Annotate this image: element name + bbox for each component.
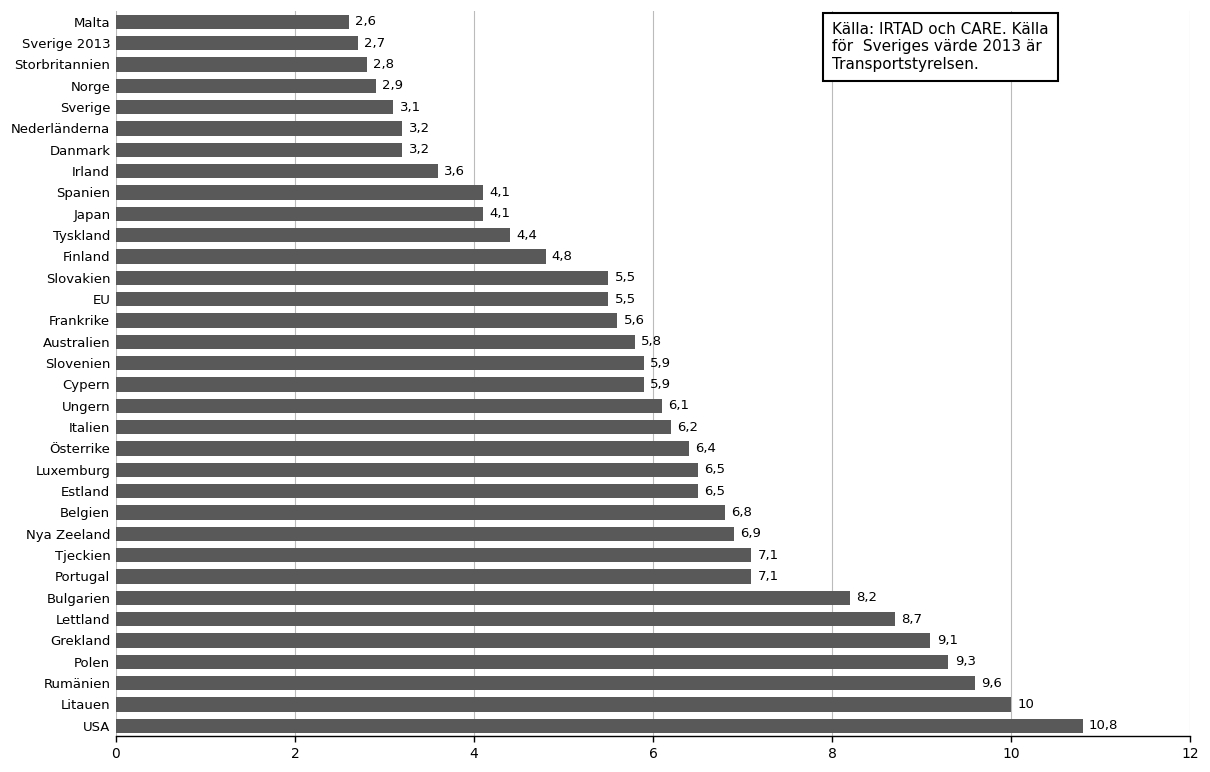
Text: 3,2: 3,2 [409, 144, 430, 156]
Text: 9,3: 9,3 [955, 655, 975, 669]
Bar [116, 185, 483, 200]
Bar [116, 442, 688, 455]
Text: 5,8: 5,8 [641, 335, 662, 348]
Bar [116, 207, 483, 221]
Text: 2,9: 2,9 [382, 80, 403, 93]
Text: 4,1: 4,1 [489, 186, 511, 199]
Bar [116, 398, 662, 413]
Bar [116, 313, 617, 327]
Bar [116, 57, 367, 72]
Bar [116, 36, 358, 50]
Bar [116, 334, 635, 349]
Bar [116, 569, 751, 584]
Text: 3,6: 3,6 [444, 164, 466, 178]
Text: 9,6: 9,6 [981, 676, 1002, 689]
Text: 6,1: 6,1 [668, 399, 690, 412]
Bar [116, 121, 403, 136]
Text: 6,8: 6,8 [731, 506, 751, 519]
Text: 8,2: 8,2 [857, 591, 877, 604]
Bar [116, 100, 393, 114]
Bar [116, 697, 1012, 712]
Bar [116, 378, 644, 391]
Text: 6,5: 6,5 [704, 463, 725, 476]
Text: 6,5: 6,5 [704, 485, 725, 498]
Bar [116, 633, 930, 648]
Text: 5,5: 5,5 [615, 293, 635, 306]
Bar [116, 15, 348, 29]
Bar [116, 527, 733, 541]
Text: 2,8: 2,8 [373, 58, 393, 71]
Text: 6,9: 6,9 [739, 527, 761, 540]
Text: 4,4: 4,4 [515, 229, 537, 242]
Bar [116, 164, 438, 178]
Bar [116, 249, 546, 264]
Text: 7,1: 7,1 [757, 570, 779, 583]
Text: 5,5: 5,5 [615, 271, 635, 284]
Text: 5,9: 5,9 [650, 378, 672, 391]
Bar [116, 228, 509, 242]
Text: 7,1: 7,1 [757, 549, 779, 562]
Bar [116, 270, 609, 285]
Text: 2,6: 2,6 [355, 15, 376, 29]
Bar [116, 505, 725, 520]
Text: 5,6: 5,6 [623, 314, 645, 327]
Bar [116, 612, 894, 626]
Text: Källa: IRTAD och CARE. Källa
för  Sveriges värde 2013 är
Transportstyrelsen.: Källa: IRTAD och CARE. Källa för Sverige… [832, 22, 1049, 72]
Bar [116, 548, 751, 562]
Bar [116, 655, 949, 669]
Text: 2,7: 2,7 [364, 36, 385, 49]
Text: 3,1: 3,1 [399, 100, 421, 113]
Text: 8,7: 8,7 [901, 613, 922, 625]
Bar [116, 676, 975, 690]
Text: 10: 10 [1018, 698, 1035, 711]
Bar [116, 719, 1083, 733]
Text: 3,2: 3,2 [409, 122, 430, 135]
Text: 6,2: 6,2 [678, 421, 698, 434]
Text: 5,9: 5,9 [650, 357, 672, 370]
Bar [116, 484, 698, 499]
Bar [116, 591, 849, 605]
Text: 9,1: 9,1 [937, 634, 958, 647]
Text: 10,8: 10,8 [1089, 720, 1118, 733]
Bar [116, 356, 644, 371]
Text: 6,4: 6,4 [695, 442, 716, 455]
Bar [116, 143, 403, 157]
Bar [116, 420, 670, 435]
Text: 4,8: 4,8 [552, 250, 572, 263]
Bar [116, 292, 609, 306]
Bar [116, 79, 375, 93]
Bar [116, 462, 698, 477]
Text: 4,1: 4,1 [489, 208, 511, 220]
